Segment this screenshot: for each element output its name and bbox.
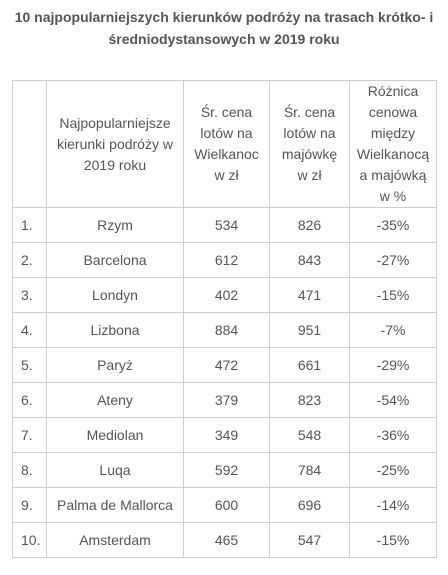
header-easter-price: Śr. cena lotów na Wielkanoc w zł [183,80,270,208]
easter-price-cell: 472 [183,347,270,383]
destination-cell: Rzym [46,207,184,243]
difference-cell: -27% [349,242,437,278]
table-row: 8. Luqa 592 784 -25% [12,452,437,488]
difference-cell: -35% [349,207,437,243]
easter-price-cell: 592 [183,452,270,488]
rank-cell: 10. [12,522,47,558]
may-price-cell: 784 [269,452,350,488]
may-price-cell: 471 [269,277,350,313]
header-destination: Najpopularniejsze kierunki podróży w 201… [46,80,184,208]
easter-price-cell: 534 [183,207,270,243]
table-body: 1. Rzym 534 826 -35% 2. Barcelona 612 843 -27% 3. L… [12,207,437,558]
table-row: 7. Mediolan 349 548 -36% [12,417,437,453]
rank-cell: 8. [12,452,47,488]
data-table-container: Najpopularniejsze kierunki podróży w 201… [12,80,437,558]
destination-cell: Paryż [46,347,184,383]
rank-cell: 5. [12,347,47,383]
difference-cell: -14% [349,487,437,523]
may-price-cell: 696 [269,487,350,523]
table-row: 1. Rzym 534 826 -35% [12,207,437,243]
easter-price-cell: 349 [183,417,270,453]
table-row: 5. Paryż 472 661 -29% [12,347,437,383]
table-row: 10. Amsterdam 465 547 -15% [12,522,437,558]
easter-price-cell: 402 [183,277,270,313]
header-may-price: Śr. cena lotów na majówkę w zł [269,80,350,208]
difference-cell: -15% [349,522,437,558]
easter-price-cell: 600 [183,487,270,523]
data-table: Najpopularniejsze kierunki podróży w 201… [12,80,437,558]
rank-cell: 3. [12,277,47,313]
destination-cell: Mediolan [46,417,184,453]
rank-cell: 4. [12,312,47,348]
may-price-cell: 548 [269,417,350,453]
difference-cell: -25% [349,452,437,488]
header-price-difference: Różnica cenowa między Wielkanocą a majów… [349,80,437,208]
table-header-row: Najpopularniejsze kierunki podróży w 201… [12,80,437,208]
destination-cell: Lizbona [46,312,184,348]
destination-cell: Barcelona [46,242,184,278]
rank-cell: 9. [12,487,47,523]
rank-cell: 2. [12,242,47,278]
may-price-cell: 826 [269,207,350,243]
destination-cell: Palma de Mallorca [46,487,184,523]
destination-cell: Amsterdam [46,522,184,558]
easter-price-cell: 612 [183,242,270,278]
table-row: 2. Barcelona 612 843 -27% [12,242,437,278]
rank-cell: 6. [12,382,47,418]
easter-price-cell: 379 [183,382,270,418]
chart-title: 10 najpopularniejszych kierunków podróży… [14,9,434,47]
easter-price-cell: 884 [183,312,270,348]
may-price-cell: 661 [269,347,350,383]
difference-cell: -7% [349,312,437,348]
difference-cell: -36% [349,417,437,453]
easter-price-cell: 465 [183,522,270,558]
destination-cell: Ateny [46,382,184,418]
may-price-cell: 951 [269,312,350,348]
may-price-cell: 843 [269,242,350,278]
table-row: 3. Londyn 402 471 -15% [12,277,437,313]
rank-cell: 7. [12,417,47,453]
may-price-cell: 823 [269,382,350,418]
may-price-cell: 547 [269,522,350,558]
table-row: 6. Ateny 379 823 -54% [12,382,437,418]
difference-cell: -54% [349,382,437,418]
rank-cell: 1. [12,207,47,243]
destination-cell: Londyn [46,277,184,313]
destination-cell: Luqa [46,452,184,488]
table-row: 9. Palma de Mallorca 600 696 -14% [12,487,437,523]
difference-cell: -29% [349,347,437,383]
header-rank [12,80,47,208]
difference-cell: -15% [349,277,437,313]
table-row: 4. Lizbona 884 951 -7% [12,312,437,348]
